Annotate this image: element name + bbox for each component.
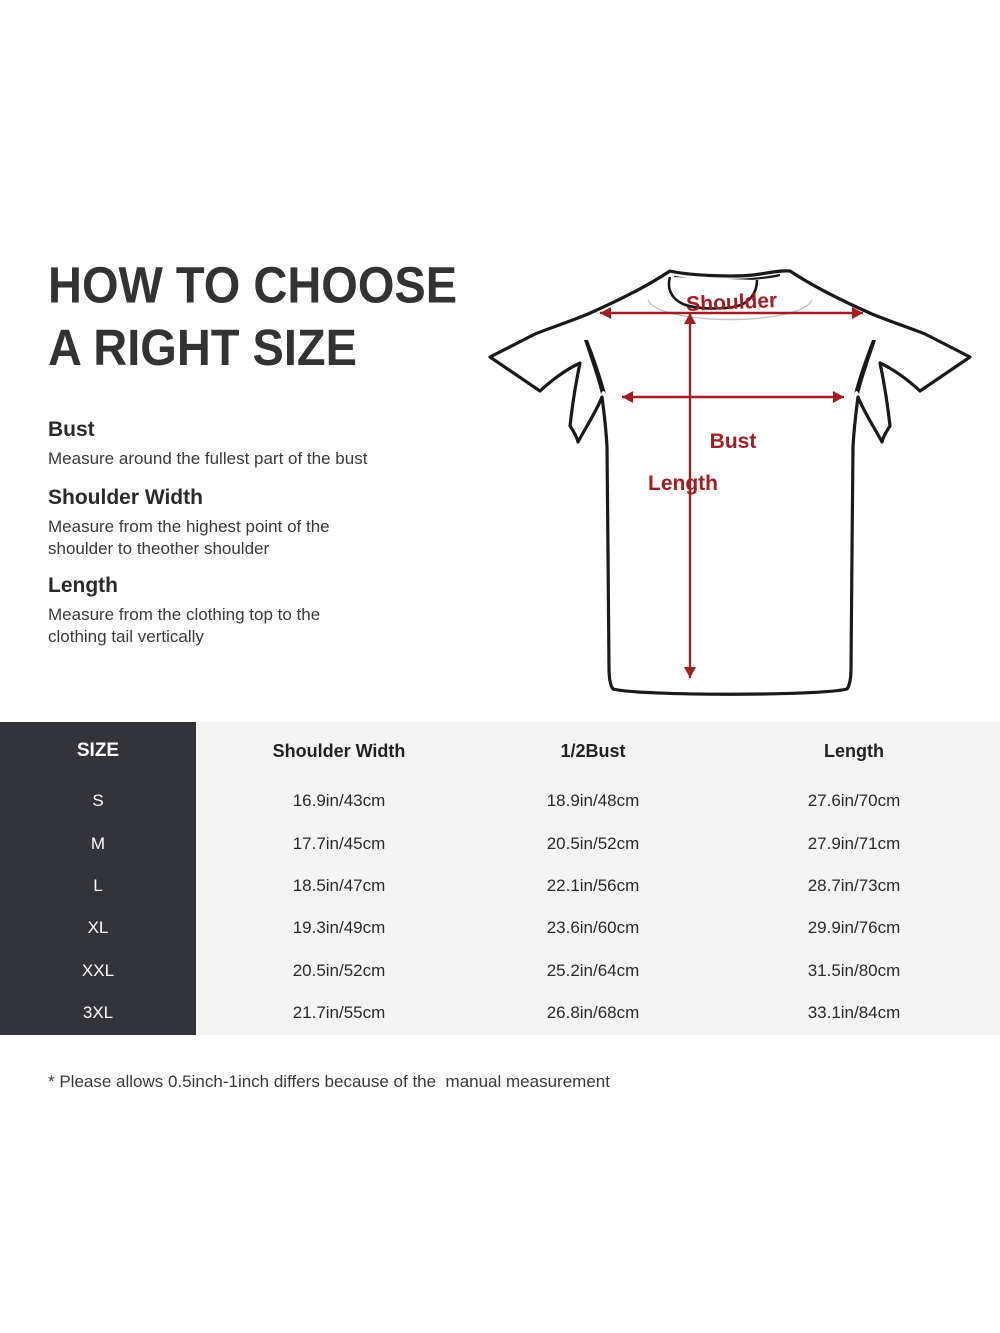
svg-text:Shoulder: Shoulder [686, 289, 778, 316]
svg-text:Bust: Bust [710, 430, 757, 453]
svg-text:Length: Length [648, 472, 718, 495]
